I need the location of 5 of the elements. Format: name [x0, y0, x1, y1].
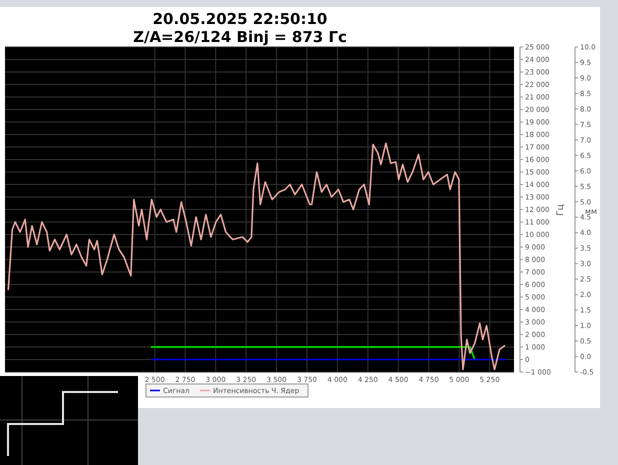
line-series [7, 142, 506, 370]
y-axis-title: Гц [556, 204, 566, 216]
y2-axis-title: мм [585, 207, 598, 216]
chart-subtitle: Z/A=26/124 Binj = 873 Гс [133, 28, 347, 46]
chart-title: 20.05.2025 22:50:10 [152, 10, 328, 28]
